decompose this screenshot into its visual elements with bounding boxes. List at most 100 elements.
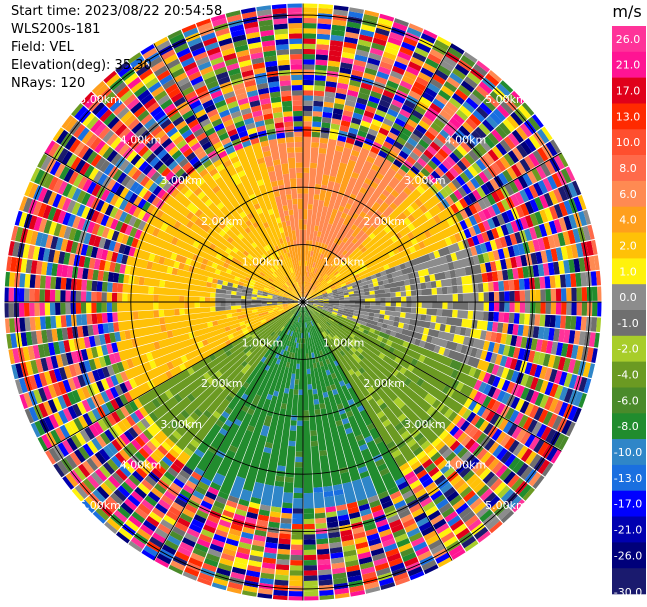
ray-bin xyxy=(347,198,355,206)
ray-bin xyxy=(433,137,445,148)
ray-bin xyxy=(430,281,437,288)
ray-bin xyxy=(357,130,368,138)
ray-bin xyxy=(445,155,457,167)
ray-bin xyxy=(539,194,549,209)
ray-bin xyxy=(535,302,541,314)
ray-bin xyxy=(406,66,420,76)
ray-bin xyxy=(275,569,289,576)
ray-bin xyxy=(439,60,455,72)
ray-bin xyxy=(447,242,460,254)
ray-bin xyxy=(377,201,390,214)
ray-bin xyxy=(480,183,491,196)
ray-bin xyxy=(280,85,292,92)
ray-bin xyxy=(304,292,308,298)
ray-bin xyxy=(429,184,440,195)
ray-bin xyxy=(513,178,524,191)
ray-bin xyxy=(287,157,296,169)
ray-bin xyxy=(474,174,485,186)
ray-bin xyxy=(436,309,443,317)
ray-bin xyxy=(314,409,321,415)
ray-bin xyxy=(159,279,166,288)
ray-bin xyxy=(367,283,374,288)
ray-bin xyxy=(452,148,464,160)
ray-bin xyxy=(327,279,333,284)
ray-bin xyxy=(312,285,317,291)
ray-bin xyxy=(396,136,407,146)
ray-bin xyxy=(359,29,375,38)
ray-bin xyxy=(49,302,56,316)
ray-bin xyxy=(231,290,237,295)
ray-bin xyxy=(464,153,476,165)
ray-bin xyxy=(189,302,195,308)
ray-bin xyxy=(291,90,303,96)
ray-bin xyxy=(81,314,88,326)
ray-bin xyxy=(342,237,349,244)
ray-bin xyxy=(548,190,559,205)
ray-bin xyxy=(326,289,332,293)
ray-bin xyxy=(246,296,252,300)
ray-bin xyxy=(508,279,515,291)
ray-bin xyxy=(387,108,399,118)
ray-bin xyxy=(478,292,484,302)
ray-bin xyxy=(365,133,376,142)
ray-bin xyxy=(390,163,400,173)
ray-bin xyxy=(306,209,313,241)
ray-bin xyxy=(29,274,36,288)
ray-bin xyxy=(427,263,450,275)
ray-bin xyxy=(385,306,396,312)
ray-bin xyxy=(337,135,347,143)
ray-bin xyxy=(303,549,317,556)
ray-bin xyxy=(486,193,496,206)
ray-bin xyxy=(280,403,287,410)
ray-bin xyxy=(311,250,329,284)
ray-bin xyxy=(415,143,426,153)
ray-bin xyxy=(303,281,306,287)
ray-bin xyxy=(65,278,72,290)
ray-bin xyxy=(107,312,113,323)
ray-bin xyxy=(184,296,200,302)
ray-bin xyxy=(295,456,303,463)
ray-bin xyxy=(332,108,344,115)
ray-bin xyxy=(519,290,526,302)
ray-bin xyxy=(292,105,303,112)
ray-bin xyxy=(318,7,333,15)
ray-bin xyxy=(375,272,382,278)
ray-bin xyxy=(551,173,563,188)
ray-bin xyxy=(462,292,479,302)
ray-bin xyxy=(499,236,508,248)
ray-bin xyxy=(549,205,559,220)
ray-bin xyxy=(512,147,524,161)
ray-bin xyxy=(377,158,393,177)
ray-bin xyxy=(434,39,450,51)
ray-bin xyxy=(179,308,185,315)
ray-bin xyxy=(393,140,404,150)
ray-bin xyxy=(403,99,416,110)
ray-bin xyxy=(293,116,303,122)
ray-bin xyxy=(592,302,598,317)
ray-bin xyxy=(310,430,317,437)
ray-bin xyxy=(346,281,357,288)
ray-bin xyxy=(380,270,387,277)
ray-bin xyxy=(342,46,356,55)
ray-bin xyxy=(91,291,97,302)
ray-bin xyxy=(339,261,346,268)
ray-bin xyxy=(437,148,449,159)
ray-bin xyxy=(286,147,295,153)
colorbar-tick-label: 26.0 xyxy=(616,33,641,46)
ray-bin xyxy=(307,256,313,272)
ray-bin xyxy=(489,178,500,191)
ray-bin xyxy=(406,205,416,214)
ray-bin xyxy=(440,85,455,97)
ray-bin xyxy=(341,52,355,60)
ray-bin xyxy=(488,70,502,83)
start-time-label: Start time: 2023/08/22 20:54:58 xyxy=(11,4,223,19)
ray-bin xyxy=(303,90,314,96)
ray-bin xyxy=(309,283,313,289)
ray-bin xyxy=(294,141,303,148)
ray-bin xyxy=(524,228,533,241)
ray-bin xyxy=(441,309,453,318)
ray-bin xyxy=(322,391,329,398)
ray-bin xyxy=(505,209,515,222)
ray-bin xyxy=(405,290,412,297)
ray-bin xyxy=(290,59,303,65)
